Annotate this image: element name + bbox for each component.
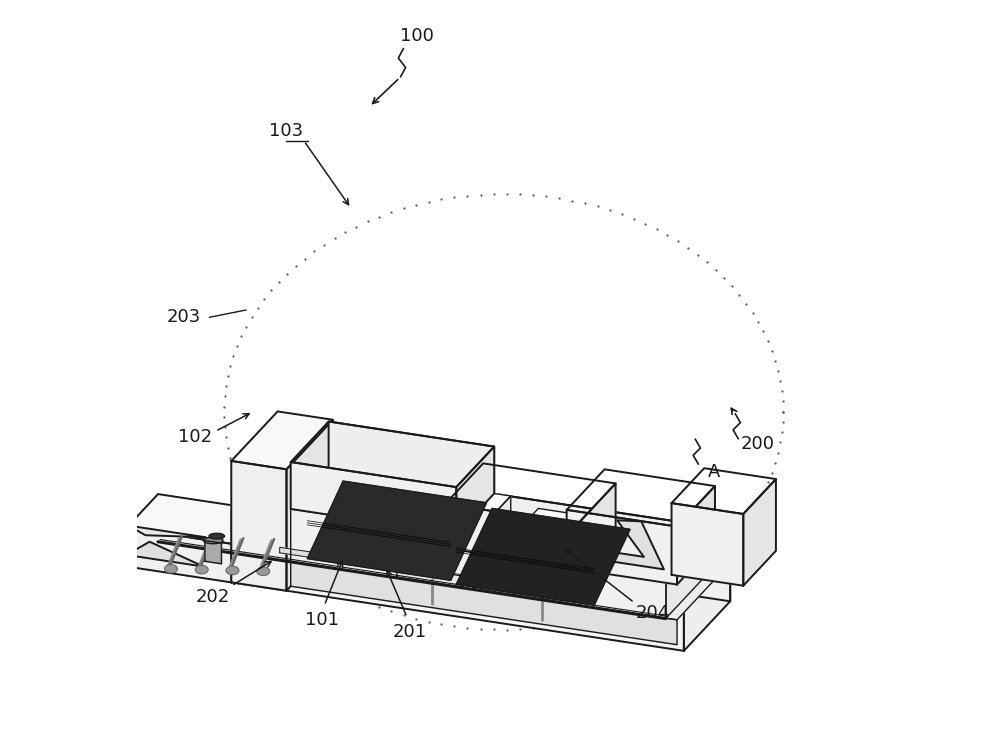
Ellipse shape <box>226 566 239 574</box>
Polygon shape <box>129 526 206 537</box>
Ellipse shape <box>164 564 177 573</box>
Polygon shape <box>126 494 263 544</box>
Polygon shape <box>126 542 204 566</box>
Polygon shape <box>567 510 677 585</box>
Polygon shape <box>291 521 715 620</box>
Polygon shape <box>684 529 730 651</box>
Polygon shape <box>291 509 473 589</box>
Text: 202: 202 <box>196 588 230 606</box>
Polygon shape <box>231 461 730 579</box>
Polygon shape <box>500 549 666 618</box>
Text: 204: 204 <box>635 604 670 622</box>
Ellipse shape <box>203 537 223 544</box>
Polygon shape <box>280 547 467 581</box>
Polygon shape <box>473 496 511 589</box>
Text: 102: 102 <box>178 428 212 446</box>
Polygon shape <box>397 572 463 587</box>
Polygon shape <box>743 479 776 585</box>
Polygon shape <box>677 486 715 585</box>
Ellipse shape <box>209 533 225 539</box>
Polygon shape <box>474 583 562 602</box>
Polygon shape <box>231 510 684 651</box>
Text: 200: 200 <box>741 435 775 453</box>
Polygon shape <box>500 508 704 574</box>
Polygon shape <box>329 421 494 494</box>
Polygon shape <box>578 483 616 568</box>
Polygon shape <box>126 528 231 582</box>
Text: 203: 203 <box>167 308 201 327</box>
Polygon shape <box>205 541 221 564</box>
Polygon shape <box>231 510 263 582</box>
Polygon shape <box>231 411 333 469</box>
Ellipse shape <box>195 565 208 574</box>
Polygon shape <box>231 461 286 590</box>
Ellipse shape <box>257 567 270 576</box>
Polygon shape <box>291 469 511 537</box>
Text: 100: 100 <box>400 27 433 45</box>
Polygon shape <box>666 534 704 618</box>
Polygon shape <box>672 503 743 585</box>
Polygon shape <box>286 420 333 590</box>
Text: 103: 103 <box>269 122 303 140</box>
Polygon shape <box>278 461 730 601</box>
Text: A: A <box>708 463 720 481</box>
Text: 101: 101 <box>305 611 339 629</box>
Polygon shape <box>307 481 487 580</box>
Polygon shape <box>291 462 456 534</box>
Text: 201: 201 <box>392 623 426 641</box>
Polygon shape <box>291 561 677 644</box>
Polygon shape <box>456 447 494 534</box>
Polygon shape <box>456 508 630 605</box>
Polygon shape <box>445 504 578 568</box>
Polygon shape <box>576 521 664 569</box>
